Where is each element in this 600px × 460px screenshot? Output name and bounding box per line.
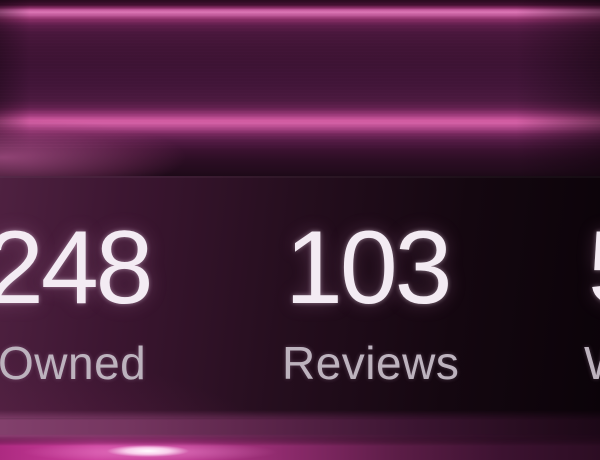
stat-owned-value: 248: [0, 210, 154, 326]
stat-partial-right-value: 5: [588, 216, 600, 320]
stat-owned[interactable]: 248 Owned: [0, 210, 154, 389]
stat-partial-right-label: W: [584, 340, 600, 386]
stat-reviews[interactable]: 103 Reviews: [282, 210, 460, 389]
stat-owned-label: Owned: [0, 337, 147, 389]
stat-reviews-label: Reviews: [282, 337, 460, 389]
stat-reviews-value: 103: [285, 210, 453, 326]
stat-partial-right[interactable]: 5 W: [584, 216, 600, 386]
